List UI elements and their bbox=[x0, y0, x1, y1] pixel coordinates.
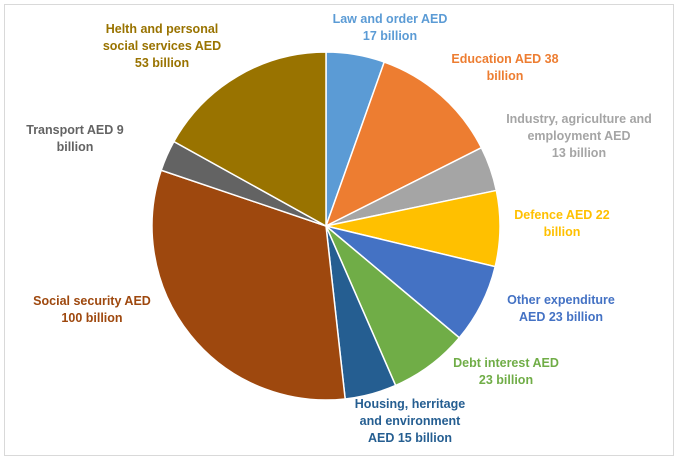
slice-label-0: Law and order AED 17 billion bbox=[333, 12, 448, 43]
slice-label-line: Housing, herritage bbox=[355, 397, 465, 411]
slice-label-line: Transport AED 9 bbox=[26, 123, 124, 137]
slice-label-2: Industry, agriculture and employment AED 1… bbox=[506, 112, 652, 160]
slice-label-line: Defence AED 22 bbox=[514, 208, 609, 222]
chart-frame: Law and order AED 17 billion Education AED… bbox=[4, 4, 674, 456]
pie-slices bbox=[151, 51, 501, 401]
slice-label-line: AED 15 billion bbox=[368, 431, 452, 445]
slice-label-4: Other expenditure AED 23 billion bbox=[507, 293, 615, 324]
slice-label-1: Education AED 38 billion bbox=[451, 52, 558, 83]
slice-label-line: AED 23 billion bbox=[519, 310, 603, 324]
slice-label-line: Law and order AED bbox=[333, 12, 448, 26]
slice-label-line: 17 billion bbox=[363, 29, 417, 43]
slice-label-line: 13 billion bbox=[552, 146, 606, 160]
slice-label-line: billion bbox=[57, 140, 94, 154]
slice-label-line: billion bbox=[544, 225, 581, 239]
slice-label-line: Other expenditure bbox=[507, 293, 615, 307]
slice-label-6: Housing, herritage and environment AED 15 … bbox=[355, 397, 465, 445]
slice-label-line: Education AED 38 bbox=[451, 52, 558, 66]
slice-label-3: Defence AED 22 billion bbox=[514, 208, 609, 239]
slice-label-line: social services AED bbox=[103, 39, 221, 53]
slice-label-line: 23 billion bbox=[479, 373, 533, 387]
slice-label-7: Social security AED 100 billion bbox=[33, 294, 151, 325]
pie-chart: Law and order AED 17 billion Education AED… bbox=[26, 12, 652, 445]
slice-label-9: Helth and personal social services AED 53 … bbox=[103, 22, 221, 70]
slice-label-line: and environment bbox=[360, 414, 462, 428]
slice-label-line: Debt interest AED bbox=[453, 356, 559, 370]
pie-slice-1 bbox=[324, 61, 483, 228]
slice-label-line: 100 billion bbox=[61, 311, 122, 325]
slice-label-line: Social security AED bbox=[33, 294, 151, 308]
slice-label-line: billion bbox=[487, 69, 524, 83]
slice-label-line: 53 billion bbox=[135, 56, 189, 70]
slice-label-5: Debt interest AED 23 billion bbox=[453, 356, 559, 387]
slice-label-line: Helth and personal bbox=[106, 22, 219, 36]
pie-labels: Law and order AED 17 billion Education AED… bbox=[26, 12, 652, 445]
pie-slice-9 bbox=[172, 51, 327, 228]
pie-slice-7 bbox=[151, 169, 346, 401]
slice-label-8: Transport AED 9 billion bbox=[26, 123, 124, 154]
slice-label-line: employment AED bbox=[527, 129, 630, 143]
slice-label-line: Industry, agriculture and bbox=[506, 112, 652, 126]
